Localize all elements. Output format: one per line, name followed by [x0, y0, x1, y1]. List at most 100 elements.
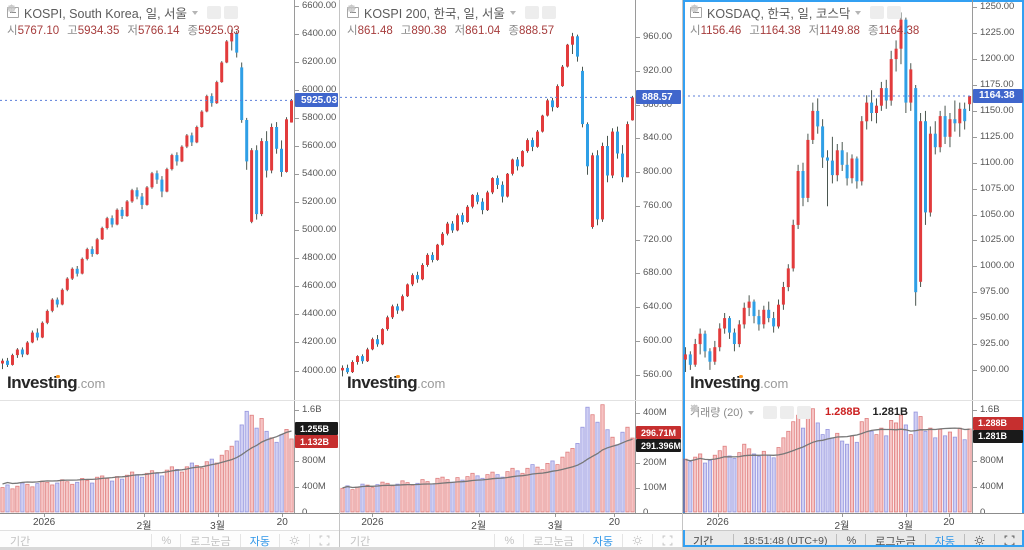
chart-panel-kospi200: KOSPI 200, 한국, 일, 서울 시861.48 고890.38 저861.… — [340, 0, 683, 547]
chevron-down-icon[interactable] — [509, 11, 516, 15]
volume-bar — [269, 437, 274, 513]
volume-bar — [505, 471, 510, 513]
candle-body — [968, 96, 972, 105]
chart-title[interactable]: KOSDAQ, 한국, 일, 코스닥 — [707, 6, 851, 21]
fullscreen-icon[interactable] — [994, 534, 1024, 547]
candle-body — [909, 69, 913, 103]
volume-tick-label: 1.6B — [295, 404, 322, 415]
chevron-down-icon[interactable] — [192, 11, 199, 15]
candle-body — [431, 254, 434, 260]
volume-bar — [410, 484, 415, 513]
percent-scale-button[interactable]: % — [836, 534, 865, 547]
gear-icon[interactable] — [279, 534, 309, 547]
volume-bar — [786, 430, 791, 513]
time-tick — [555, 514, 557, 517]
price-tick-label: 680.00 — [636, 267, 672, 278]
log-scale-button[interactable]: 로그눈금 — [180, 534, 239, 547]
candle-body — [165, 169, 169, 192]
settings-icon[interactable] — [347, 4, 556, 19]
volume-bar — [683, 458, 688, 513]
candle-body — [275, 127, 279, 149]
period-button[interactable]: 기간 — [350, 535, 371, 548]
volume-tick-label: 800M — [973, 455, 1004, 466]
chart-title[interactable]: KOSPI, South Korea, 일, 서울 — [24, 6, 188, 21]
eye-icon[interactable] — [347, 4, 539, 19]
time-axis[interactable]: 2026 2월 3월 20 — [340, 513, 682, 532]
candle-body — [381, 329, 384, 345]
period-button[interactable]: 기간 — [693, 535, 714, 548]
volume-bar — [752, 453, 757, 513]
eye-icon[interactable] — [690, 404, 777, 419]
eye-icon[interactable] — [7, 4, 222, 19]
candle-body — [461, 215, 464, 222]
candle-body — [50, 299, 54, 311]
candle-body — [631, 97, 634, 121]
period-button[interactable]: 기간 — [10, 535, 31, 548]
candle-body — [40, 322, 44, 338]
volume-plot[interactable] — [0, 401, 294, 513]
candle-body — [796, 171, 800, 225]
volume-plot[interactable]: 거래량 (20) 1.288B 1.281B — [683, 401, 972, 513]
candle-body — [150, 173, 154, 188]
time-axis[interactable]: 2026 2월 3월 20 — [683, 513, 1024, 532]
gear-icon[interactable] — [622, 534, 652, 547]
candle-body — [728, 318, 731, 333]
candle-body — [596, 155, 599, 220]
chevron-down-icon[interactable] — [855, 11, 862, 15]
volume-indicator-label[interactable]: 거래량 (20) — [690, 407, 743, 419]
price-axis[interactable]: 560.00 600.00 640.00 680.00 720.00 760.00 800.… — [635, 0, 682, 400]
settings-icon[interactable] — [7, 4, 239, 19]
volume-tick-label: 400M — [973, 481, 1004, 492]
fullscreen-icon[interactable] — [652, 534, 682, 547]
candle-body — [811, 110, 815, 140]
percent-scale-button[interactable]: % — [494, 534, 523, 547]
percent-scale-button[interactable]: % — [151, 534, 180, 547]
volume-bar — [159, 475, 165, 513]
price-plot[interactable]: KOSPI, South Korea, 일, 서울 시5767.10 고5934.… — [0, 0, 294, 400]
candle-body — [899, 19, 903, 49]
eye-icon[interactable] — [690, 4, 885, 19]
fullscreen-icon[interactable] — [309, 534, 339, 547]
volume-bar — [0, 487, 5, 513]
volume-bar — [580, 426, 585, 513]
price-plot[interactable]: KOSPI 200, 한국, 일, 서울 시861.48 고890.38 저861.… — [340, 0, 635, 400]
candle-body — [536, 131, 539, 147]
auto-scale-button[interactable]: 자동 — [582, 534, 622, 547]
time-tick — [948, 514, 950, 517]
candle-body — [791, 224, 795, 269]
log-scale-button[interactable]: 로그눈금 — [523, 534, 582, 547]
price-axis[interactable]: 900.00 925.00 950.00 975.00 1000.00 1025.00 10… — [972, 0, 1024, 400]
candle-body — [501, 184, 504, 197]
auto-scale-button[interactable]: 자동 — [239, 534, 279, 547]
price-tick-label: 4800.00 — [295, 252, 336, 263]
price-tick-label: 950.00 — [973, 312, 1009, 323]
candle-body — [446, 223, 449, 234]
price-axis[interactable]: 4000.00 4200.00 4400.00 4600.00 4800.00 5000.… — [294, 0, 339, 400]
volume-bar — [179, 471, 184, 513]
candle-body — [835, 150, 839, 176]
volume-bar — [849, 435, 855, 513]
volume-bar — [284, 428, 289, 513]
time-axis[interactable]: 2026 2월 3월 20 — [0, 513, 339, 532]
volume-bar — [893, 422, 899, 513]
price-plot[interactable]: KOSDAQ, 한국, 일, 코스닥 시1156.46 고1164.38 저1149… — [683, 0, 972, 400]
gear-icon[interactable] — [964, 534, 994, 547]
candle-body — [521, 151, 524, 167]
candle-body — [531, 140, 534, 147]
chevron-down-icon[interactable] — [747, 411, 754, 415]
auto-scale-button[interactable]: 자동 — [924, 534, 964, 547]
settings-icon[interactable] — [690, 4, 902, 19]
candle-body — [546, 100, 549, 116]
volume-bar — [727, 455, 732, 513]
log-scale-button[interactable]: 로그눈금 — [865, 534, 924, 547]
candle-body — [391, 306, 394, 318]
chart-title[interactable]: KOSPI 200, 한국, 일, 서울 — [364, 6, 505, 21]
volume-plot[interactable] — [340, 401, 635, 513]
close-icon[interactable] — [690, 404, 811, 419]
settings-icon[interactable] — [690, 404, 794, 419]
candle-body — [240, 67, 244, 120]
